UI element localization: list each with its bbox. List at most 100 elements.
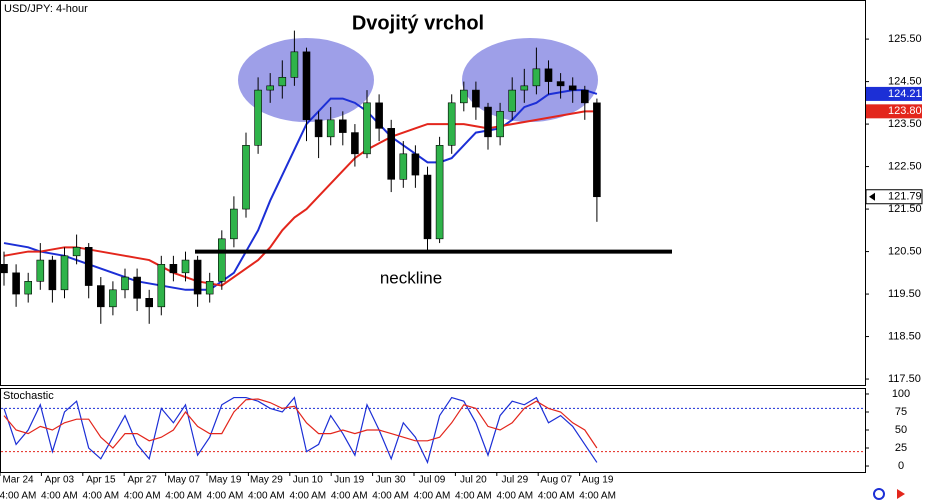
x-tick-label: 4:00 AM <box>538 491 575 502</box>
price-arrow <box>869 192 875 201</box>
x-tick-label: Apr 27 <box>127 475 157 486</box>
candle-body <box>169 264 178 274</box>
candle-body <box>363 102 371 155</box>
x-tick-label: 4:00 AM <box>455 491 492 502</box>
x-tick-label: 4:00 AM <box>372 491 409 502</box>
x-tick-label: 4:00 AM <box>0 491 36 502</box>
highlight-ellipse <box>462 38 598 122</box>
x-tick-label: Jul 29 <box>501 475 528 486</box>
x-tick-label: 4:00 AM <box>82 491 119 502</box>
candle-body <box>290 51 299 78</box>
candle-body <box>60 255 69 291</box>
x-tick-label: Jul 09 <box>419 475 446 486</box>
candle-body <box>72 247 81 257</box>
candle-body <box>338 119 347 133</box>
candle-body <box>520 85 529 91</box>
x-tick-label: Aug 19 <box>582 475 614 486</box>
candle-body <box>387 128 396 180</box>
candle-body <box>568 85 577 91</box>
candle-body <box>278 77 287 87</box>
candle-body <box>145 298 153 308</box>
x-tick-label: Apr 03 <box>45 475 75 486</box>
icons[interactable] <box>873 488 905 500</box>
x-tick-label: Mar 24 <box>2 475 34 486</box>
chart-title: USD/JPY: 4-hour <box>4 3 88 15</box>
candle-body <box>556 81 565 87</box>
candle-body <box>121 276 129 291</box>
x-tick-label: Jun 30 <box>376 475 406 486</box>
candle-body <box>508 89 517 112</box>
candle-body <box>109 289 117 308</box>
neckline-label: neckline <box>380 268 442 287</box>
candle-body <box>193 259 202 295</box>
x-tick-label: 4:00 AM <box>165 491 202 502</box>
y-tick-label: 100 <box>892 388 910 400</box>
candle-body <box>459 89 468 104</box>
stochastic-panel <box>0 388 866 473</box>
candle-body <box>472 89 480 108</box>
x-tick-label: 4:00 AM <box>124 491 161 502</box>
y-tick-label: 118.50 <box>888 330 921 342</box>
x-tick-label: May 19 <box>209 475 242 486</box>
candle-body <box>24 281 33 295</box>
y-tick-label: 50 <box>895 424 907 436</box>
x-tick-label: 4:00 AM <box>579 491 616 502</box>
x-tick-label: Jul 20 <box>460 475 487 486</box>
candle-body <box>375 102 383 129</box>
price-tag-label: 124.21 <box>888 88 922 100</box>
x-tick-label: 4:00 AM <box>496 491 533 502</box>
candle-body <box>36 259 45 282</box>
x-tick-label: May 29 <box>250 475 283 486</box>
candle-body <box>399 153 408 180</box>
x-tick-label: Jun 19 <box>334 475 364 486</box>
price-tag-label: 123.80 <box>888 105 922 117</box>
candle-body <box>230 208 238 240</box>
candle-body <box>496 111 504 138</box>
candle-body <box>218 238 226 282</box>
price-tag <box>866 86 922 101</box>
y-tick-label: 75 <box>895 406 907 418</box>
candle-body <box>266 85 275 91</box>
x-tick-label: 4:00 AM <box>41 491 78 502</box>
candle-body <box>435 145 444 240</box>
candle-body <box>181 259 190 274</box>
y-tick-label: 125.50 <box>888 33 922 45</box>
candle-body <box>84 247 93 286</box>
price-tag <box>866 104 922 119</box>
y-tick-label: 25 <box>895 442 907 454</box>
candle-body <box>326 119 335 138</box>
candle-body <box>532 68 541 87</box>
icon[interactable] <box>897 489 905 499</box>
y-tick-label: 122.50 <box>888 160 922 172</box>
y-tick-label: 121.50 <box>888 203 922 215</box>
candle-body <box>12 272 20 295</box>
y-tick-label: 119.50 <box>888 288 921 300</box>
stochastic-line <box>3 396 598 465</box>
icon[interactable] <box>873 488 885 500</box>
stochastic-line <box>3 398 598 449</box>
x-tick-label: 4:00 AM <box>207 491 244 502</box>
candle-body <box>447 102 456 146</box>
x-tick-label: 4:00 AM <box>331 491 368 502</box>
candle-body <box>97 285 105 308</box>
y-tick-label: 0 <box>898 460 904 472</box>
candle-body <box>157 264 166 308</box>
y-tick-label: 123.50 <box>888 118 922 130</box>
y-tick-label: 117.50 <box>888 373 921 385</box>
x-tick-label: Jun 10 <box>293 475 323 486</box>
candle-body <box>314 119 323 138</box>
x-tick-label: 4:00 AM <box>289 491 326 502</box>
price-tag-label: 121.79 <box>888 191 922 203</box>
candle-body <box>0 264 8 274</box>
candle-body <box>423 174 432 240</box>
candle-body <box>484 106 492 138</box>
panel-title: Stochastic <box>3 390 54 402</box>
candle-body <box>411 153 420 176</box>
x-tick-label: May 07 <box>167 475 200 486</box>
candle-body <box>133 276 141 299</box>
x-tick-label: 4:00 AM <box>414 491 451 502</box>
candle-body <box>544 68 553 82</box>
x-tick-label: Apr 15 <box>86 475 116 486</box>
y-tick-label: 120.50 <box>888 245 922 257</box>
